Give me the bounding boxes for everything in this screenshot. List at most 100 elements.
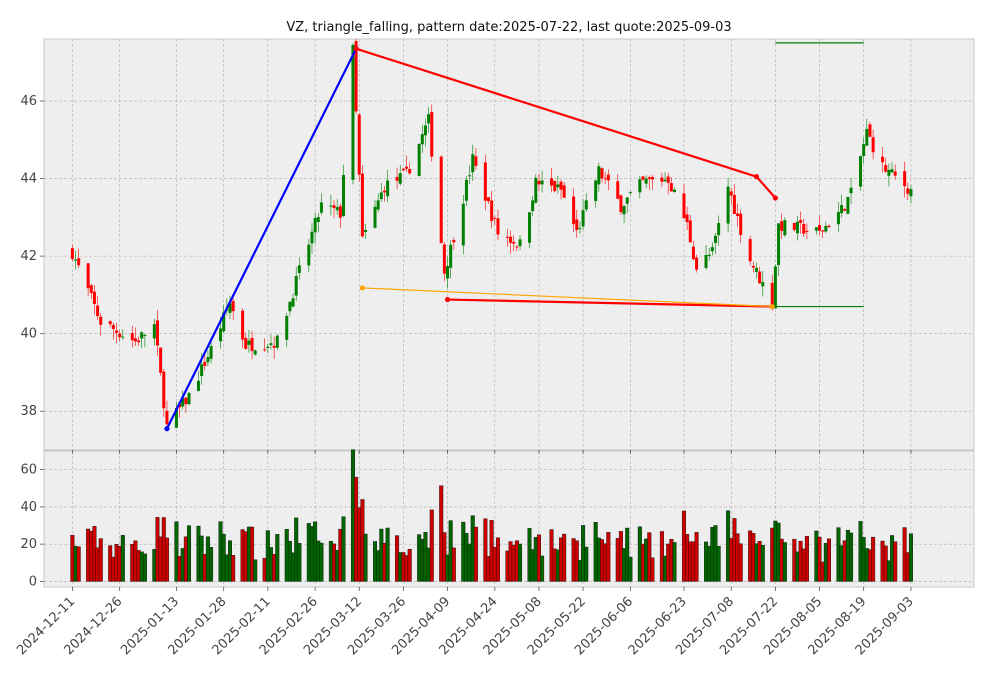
candle-body: [556, 184, 560, 188]
candle-body: [332, 205, 336, 209]
volume-bar: [849, 532, 854, 582]
volume-bar: [540, 555, 545, 582]
candle-body: [849, 187, 853, 194]
candle-body: [795, 221, 799, 234]
volume-bar: [606, 532, 611, 582]
candle-body: [70, 248, 74, 260]
candle-body: [783, 220, 787, 236]
candle-body: [496, 218, 500, 235]
candle-body: [572, 196, 576, 225]
volume-bar: [275, 534, 280, 582]
candle-body: [275, 335, 279, 348]
candle-body: [827, 225, 831, 228]
candle-body: [906, 188, 910, 194]
chart-title: VZ, triangle_falling, pattern date:2025-…: [286, 20, 731, 35]
price-panel: [43, 38, 975, 451]
volume-bar: [628, 556, 633, 582]
candle-body: [628, 192, 632, 194]
red-upper-line-point: [353, 46, 359, 52]
volume-bar: [164, 537, 169, 582]
candle-body: [824, 226, 828, 232]
candle-body: [111, 324, 115, 329]
candle-body: [575, 219, 579, 231]
candlesticks: [70, 39, 913, 428]
volume-bar: [385, 527, 390, 582]
volume-bar: [584, 546, 589, 582]
candle-body: [250, 338, 254, 351]
candle-body: [231, 300, 235, 312]
candle-body: [773, 266, 777, 309]
volume-bar: [142, 553, 147, 582]
candle-body: [405, 166, 409, 169]
blue-trend-line: [165, 48, 358, 430]
volume-bar: [562, 533, 567, 582]
candle-body: [354, 41, 358, 112]
candle-body: [140, 332, 144, 339]
candle-body: [313, 217, 317, 233]
candle-body: [96, 305, 100, 317]
candle-body: [423, 125, 427, 136]
candle-body: [818, 225, 822, 231]
volume-bar: [120, 535, 125, 582]
candle-body: [751, 265, 755, 268]
candle-body: [493, 217, 497, 219]
candle-body: [291, 298, 295, 307]
candle-body: [155, 320, 159, 346]
candle-body: [319, 202, 323, 213]
candle-body: [395, 176, 399, 181]
candle-body: [335, 207, 339, 211]
candle-body: [625, 197, 629, 204]
volume-bar: [826, 538, 831, 582]
candle-body: [881, 156, 885, 163]
candle-body: [868, 124, 872, 137]
price-tick-label: 44: [20, 172, 37, 187]
candle-body: [732, 194, 736, 214]
candle-body: [143, 334, 147, 336]
candle-body: [691, 246, 695, 260]
volume-bar: [250, 526, 255, 582]
candle-body: [619, 195, 623, 213]
volume-bar: [209, 547, 214, 582]
candle-body: [162, 371, 166, 409]
candle-body: [307, 244, 311, 266]
candle-body: [606, 174, 610, 181]
candle-body: [909, 189, 913, 197]
candle-body: [427, 114, 431, 124]
candle-body: [600, 168, 604, 179]
candle-body: [527, 212, 531, 243]
volume-bar: [319, 542, 324, 582]
candle-body: [461, 203, 465, 246]
candle-body: [710, 247, 714, 252]
candle-body: [603, 178, 607, 180]
candle-body: [241, 310, 245, 340]
candle-body: [77, 258, 81, 266]
candle-body: [247, 340, 251, 345]
volume-bar: [174, 521, 179, 582]
candle-body: [209, 346, 213, 359]
volume-bar: [187, 525, 192, 582]
candle-body: [584, 200, 588, 210]
candle-body: [862, 144, 866, 157]
volume-tick-label: 40: [20, 500, 37, 515]
candle-body: [581, 210, 585, 227]
volume-bar: [451, 547, 456, 582]
candle-body: [704, 255, 708, 268]
candle-body: [118, 333, 122, 338]
candle-body: [490, 200, 494, 221]
volume-bar: [738, 543, 743, 582]
candle-body: [641, 176, 645, 180]
price-tick-label: 38: [20, 404, 37, 419]
candle-body: [884, 165, 888, 172]
candle-body: [805, 230, 809, 232]
candle-body: [729, 191, 733, 196]
candle-body: [471, 154, 475, 173]
candle-body: [108, 321, 112, 325]
volume-bar: [407, 548, 412, 582]
volume-bar: [341, 516, 346, 582]
y-tick-labels: 38 40 42 44 46 0 20 40 60: [20, 94, 44, 589]
candle-body: [890, 169, 894, 173]
pattern-overlays: [164, 42, 864, 432]
candle-body: [417, 143, 421, 176]
candle-body: [836, 212, 840, 225]
candle-body: [446, 266, 450, 279]
